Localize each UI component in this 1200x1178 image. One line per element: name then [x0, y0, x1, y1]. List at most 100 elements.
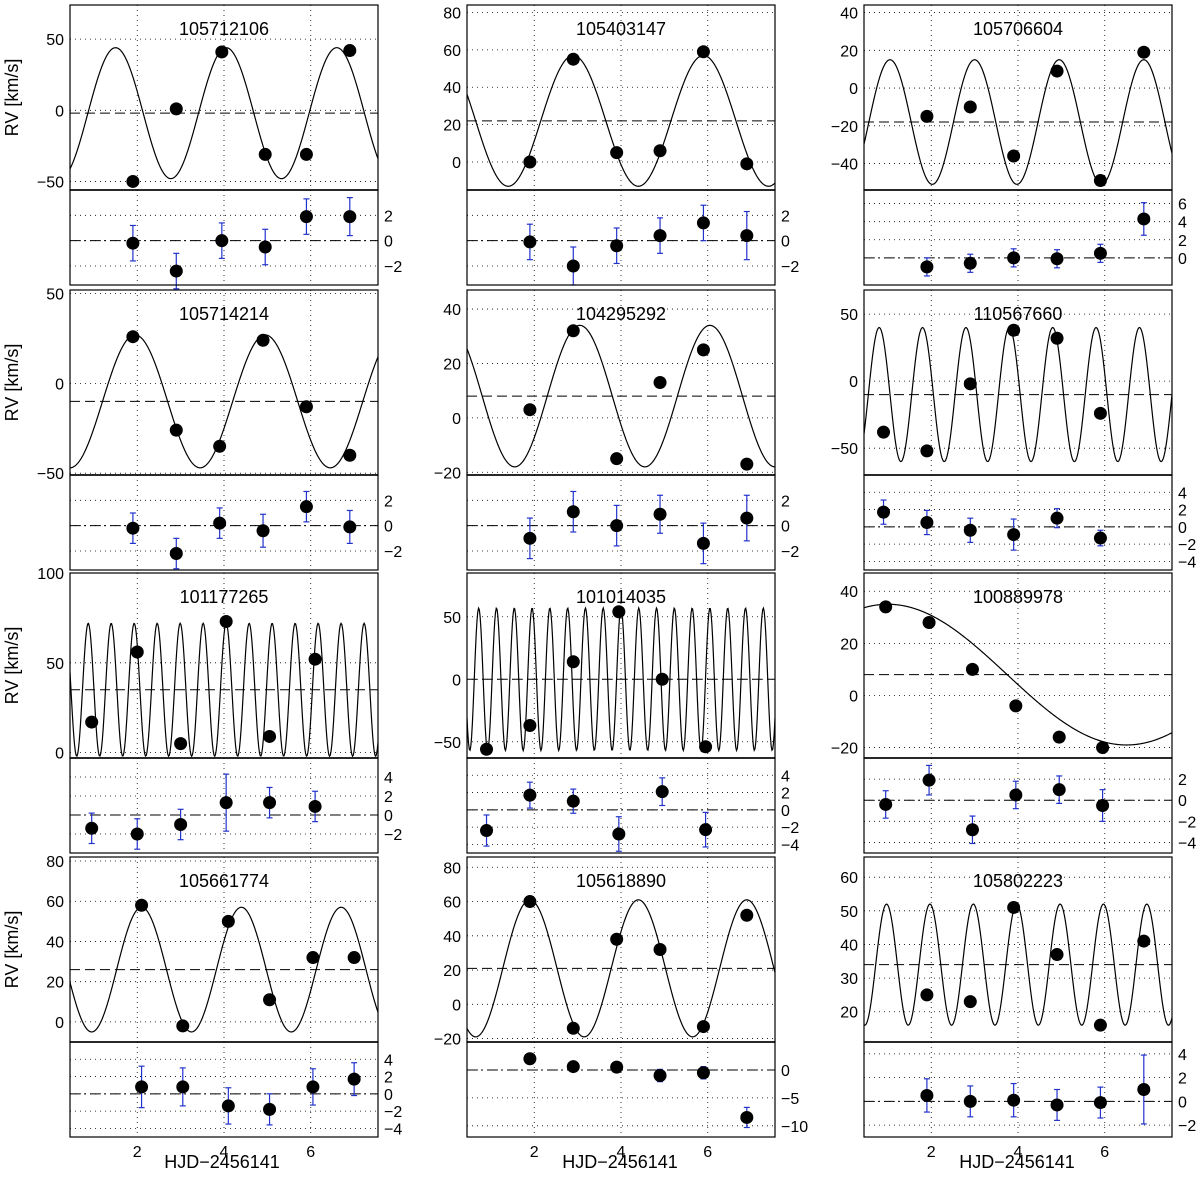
residual-point — [308, 799, 322, 813]
rv-point — [215, 45, 229, 59]
y-tick-label: 40 — [443, 302, 461, 319]
y-tick-label: 0 — [55, 1015, 64, 1032]
residual-point — [920, 516, 934, 529]
residual-tick-label: 0 — [384, 519, 393, 536]
rv-point — [740, 157, 754, 171]
rv-point — [653, 376, 667, 389]
rv-point — [523, 719, 537, 732]
residual-tick-label: −10 — [781, 1119, 808, 1136]
residual-tick-label: 4 — [1178, 1047, 1187, 1064]
rv-model-curve — [864, 326, 1172, 463]
y-tick-label: 40 — [46, 934, 64, 951]
residual-point — [299, 210, 313, 224]
y-tick-label: −40 — [831, 157, 858, 174]
residual-tick-label: 0 — [781, 519, 790, 536]
rv-model-curve — [70, 906, 378, 1033]
rv-point — [130, 645, 144, 659]
residual-tick-label: 2 — [384, 1070, 393, 1087]
y-axis-label: RV [km/s] — [2, 627, 22, 705]
rv-point — [699, 740, 713, 754]
residual-point — [126, 236, 140, 250]
residual-point — [1093, 246, 1107, 260]
rv-point — [169, 102, 183, 116]
rv-point — [174, 737, 188, 751]
residual-point — [610, 239, 624, 253]
rv-point — [126, 330, 140, 344]
rv-point — [480, 742, 494, 756]
rv-point — [263, 729, 277, 743]
residual-tick-label: 2 — [781, 208, 790, 225]
residual-tick-label: −2 — [781, 820, 799, 837]
y-tick-label: 30 — [840, 971, 858, 988]
rv-point — [343, 448, 357, 462]
rv-point — [1093, 174, 1107, 188]
residual-tick-label: 2 — [1178, 233, 1187, 250]
residual-tick-label: 2 — [384, 789, 393, 806]
rv-point — [963, 100, 977, 114]
residual-tick-label: 0 — [1178, 793, 1187, 810]
rv-point — [1137, 45, 1151, 59]
y-tick-label: −20 — [831, 119, 858, 136]
y-tick-label: 20 — [46, 975, 64, 992]
residual-point — [523, 531, 537, 545]
y-tick-label: 50 — [46, 32, 64, 49]
residual-point — [566, 794, 580, 808]
y-tick-label: 20 — [443, 963, 461, 980]
rv-point — [740, 908, 754, 922]
residual-point — [523, 235, 537, 249]
xlabel-col2: HJD−2456141 — [562, 1152, 678, 1172]
residual-point — [480, 824, 494, 838]
residual-point — [920, 260, 934, 274]
y-tick-label: 20 — [840, 1005, 858, 1022]
y-tick-label: 20 — [840, 636, 858, 653]
rv-point — [696, 343, 710, 357]
rv-model-curve — [864, 603, 1172, 746]
y-tick-label: 60 — [443, 43, 461, 60]
panel-105403147: 0 20 40 60 80 −2 0 2 105403147 — [443, 4, 799, 286]
residual-point — [343, 210, 357, 224]
residual-point — [696, 536, 710, 550]
panel-101177265: 0 50 100 −2 0 2 4 101177265 RV [km/s] — [2, 566, 402, 854]
rv-point — [696, 45, 710, 59]
residual-point — [126, 521, 140, 535]
y-tick-label: 60 — [840, 870, 858, 887]
rv-point — [523, 403, 537, 417]
residual-tick-label: 2 — [1178, 503, 1187, 520]
y-tick-label: 40 — [840, 937, 858, 954]
y-tick-label: 0 — [849, 81, 858, 98]
rv-model-curve — [864, 59, 1172, 185]
residual-point — [740, 511, 754, 525]
residual-point — [1050, 511, 1064, 525]
rv-point — [566, 324, 580, 338]
residual-point — [1096, 799, 1110, 812]
y-tick-label: 100 — [37, 566, 64, 583]
residual-point — [740, 229, 754, 243]
residual-point — [1009, 788, 1023, 802]
rv-point — [1050, 64, 1064, 78]
residual-tick-label: 0 — [781, 803, 790, 820]
residual-tick-label: −2 — [781, 544, 799, 561]
residual-point — [174, 818, 188, 831]
rv-point — [169, 423, 183, 437]
y-axis-label: RV [km/s] — [2, 59, 22, 137]
residual-point — [655, 785, 669, 799]
residual-tick-label: −2 — [384, 259, 402, 276]
y-tick-label: 50 — [443, 610, 461, 627]
panel-title: 110567660 — [974, 304, 1063, 324]
x-tick-label: 2 — [927, 1144, 936, 1161]
residual-point — [1007, 528, 1021, 542]
y-tick-label: 80 — [443, 860, 461, 877]
rv-point — [877, 425, 891, 439]
rv-point — [523, 895, 537, 909]
panel-105714214: −50 0 50 −2 0 2 105714214 RV [km/s] — [2, 287, 402, 571]
residual-point — [566, 259, 580, 273]
rv-point — [1007, 900, 1021, 914]
residual-point — [258, 240, 272, 254]
y-tick-label: 0 — [849, 688, 858, 705]
rv-point — [879, 600, 893, 614]
residual-point — [263, 796, 277, 810]
residual-point — [699, 823, 713, 837]
rv-point — [1137, 934, 1151, 948]
residual-tick-label: −2 — [384, 827, 402, 844]
